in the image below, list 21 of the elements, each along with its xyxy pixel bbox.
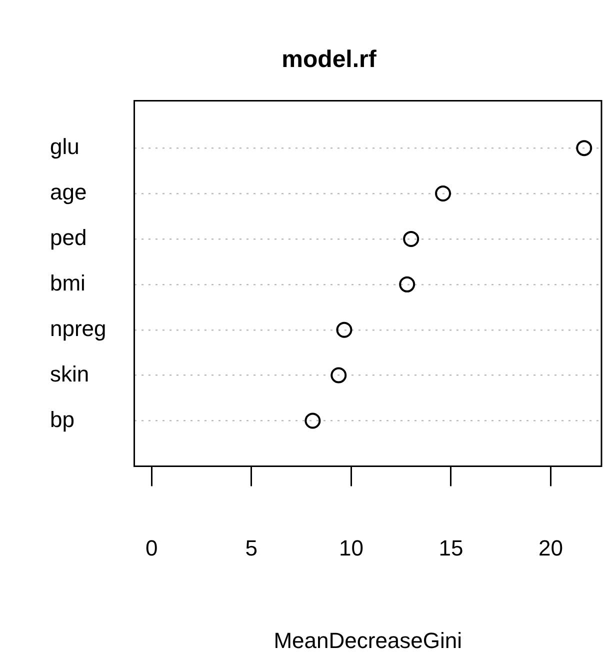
point (330, 367, 347, 384)
y-tick-label: glu (50, 134, 80, 160)
point (336, 322, 352, 338)
x-tick-label: 0 (146, 535, 158, 560)
x-axis-title: MeanDecreaseGini (274, 628, 462, 653)
x-tick-label: 5 (245, 535, 258, 560)
y-tick-label: ped (50, 225, 87, 250)
y-tick-label: bp (50, 406, 74, 432)
point (304, 412, 321, 429)
x-tick-label: 15 (438, 535, 464, 560)
y-tick-label: age (50, 180, 87, 205)
point (399, 276, 416, 292)
y-tick-label: skin (50, 361, 90, 386)
point (403, 230, 420, 247)
y-tick-label: bmi (50, 270, 86, 296)
x-tick-label: 20 (538, 535, 564, 560)
x-tick-label: 10 (338, 535, 364, 560)
point (435, 186, 452, 202)
y-tick-label: npreg (50, 316, 106, 341)
point (576, 140, 592, 156)
chart-title: model.rf (282, 46, 378, 74)
